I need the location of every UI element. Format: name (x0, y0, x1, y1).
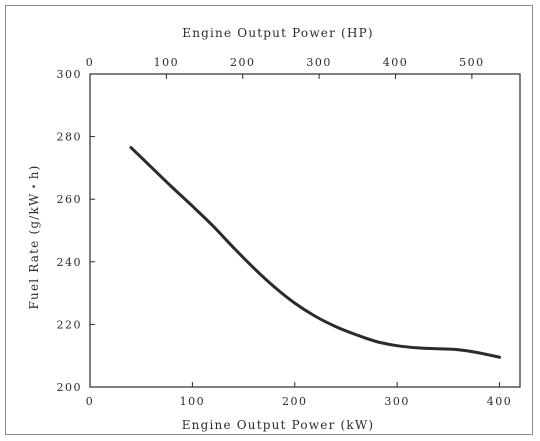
y-tick-label-260: 260 (57, 193, 83, 206)
x-tick-label-200: 200 (282, 395, 308, 408)
x2-tick-label-400: 400 (383, 56, 409, 69)
fuel-rate-line-0 (129, 146, 502, 359)
fuel-rate-chart: 0 100 200 300 400 0 100 200 300 400 500 200 220 240 26… (27, 26, 521, 432)
x2-tick-label-500: 500 (459, 56, 485, 69)
plot-area-border (89, 73, 521, 388)
x-tick-label-400: 400 (487, 395, 513, 408)
y-tick-label-280: 280 (57, 131, 83, 144)
chart-frame: 0 100 200 300 400 0 100 200 300 400 500 200 220 240 26… (5, 5, 533, 435)
x-tick-label-300: 300 (384, 395, 410, 408)
x2-tick-label-200: 200 (230, 56, 256, 69)
x2-tick-label-0: 0 (86, 56, 95, 69)
y-tick-label-220: 220 (57, 318, 83, 331)
y-axis-title: Fuel Rate (g/kW・h) (27, 164, 41, 309)
x-axis-title: Engine Output Power (kW) (182, 418, 375, 432)
y-tick-label-300: 300 (57, 68, 83, 81)
x2-axis-title: Engine Output Power (HP) (182, 26, 374, 40)
y-tick-label-240: 240 (57, 256, 83, 269)
y-tick-label-200: 200 (57, 381, 83, 394)
x2-tick-label-300: 300 (306, 56, 332, 69)
x-tick-label-0: 0 (86, 395, 95, 408)
x-tick-label-100: 100 (180, 395, 206, 408)
x2-tick-label-100: 100 (154, 56, 180, 69)
